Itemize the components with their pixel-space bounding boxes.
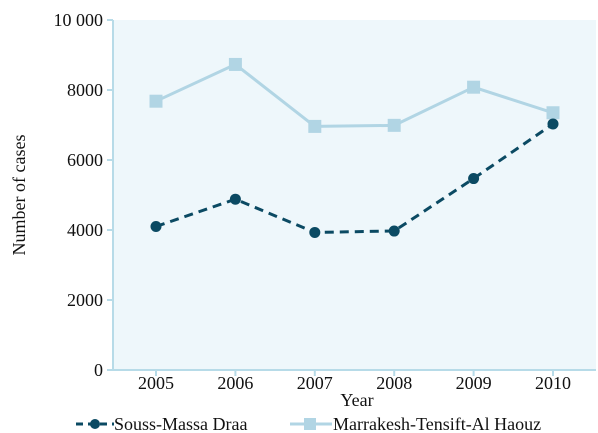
data-point-marrakesh-tensift-al-haouz	[308, 119, 322, 133]
y-axis-title: Number of cases	[9, 135, 29, 256]
y-tick-label: 0	[94, 360, 103, 380]
y-tick-label: 4000	[67, 220, 103, 240]
y-tick-label: 10 000	[54, 10, 104, 30]
plot-area	[113, 20, 596, 370]
x-axis-title: Year	[340, 390, 373, 410]
x-tick-label: 2009	[456, 373, 492, 393]
data-point-marrakesh-tensift-al-haouz	[228, 57, 242, 71]
legend-marker-marrakesh-tensift-al-haouz	[304, 418, 316, 430]
legend: Souss-Massa Draa Marrakesh-Tensift-Al Ha…	[76, 414, 541, 433]
y-tick-label: 8000	[67, 80, 103, 100]
y-tick-label: 2000	[67, 290, 103, 310]
data-point-souss-massa-draa	[388, 225, 400, 237]
x-tick-label: 2010	[535, 373, 571, 393]
legend-item-souss-massa-draa: Souss-Massa Draa	[76, 414, 247, 433]
data-point-marrakesh-tensift-al-haouz	[149, 94, 163, 108]
series-layer	[149, 57, 560, 238]
data-point-souss-massa-draa	[547, 118, 559, 130]
data-point-souss-massa-draa	[468, 173, 480, 185]
y-axis-ticks: 0 2000 4000 6000 8000 10 000	[54, 10, 113, 380]
x-tick-label: 2005	[138, 373, 174, 393]
series-line-souss-massa-draa	[155, 122, 554, 234]
y-tick-label: 6000	[67, 150, 103, 170]
legend-marker-souss-massa-draa	[90, 419, 100, 429]
data-point-marrakesh-tensift-al-haouz	[467, 80, 481, 94]
legend-label-marrakesh-tensift-al-haouz: Marrakesh-Tensift-Al Haouz	[333, 414, 541, 433]
x-tick-label: 2008	[376, 373, 412, 393]
x-tick-label: 2007	[297, 373, 333, 393]
series-line-marrakesh-tensift-al-haouz	[155, 62, 554, 128]
x-tick-label: 2006	[217, 373, 253, 393]
legend-label-souss-massa-draa: Souss-Massa Draa	[114, 414, 247, 433]
legend-item-marrakesh-tensift-al-haouz: Marrakesh-Tensift-Al Haouz	[290, 414, 541, 433]
data-point-marrakesh-tensift-al-haouz	[546, 106, 560, 120]
data-point-souss-massa-draa	[150, 221, 162, 232]
x-axis-ticks: 2005 2006 2007 2008 2009 2010	[138, 370, 571, 393]
data-point-souss-massa-draa	[309, 226, 321, 238]
data-point-souss-massa-draa	[229, 193, 241, 205]
data-point-marrakesh-tensift-al-haouz	[387, 118, 401, 132]
